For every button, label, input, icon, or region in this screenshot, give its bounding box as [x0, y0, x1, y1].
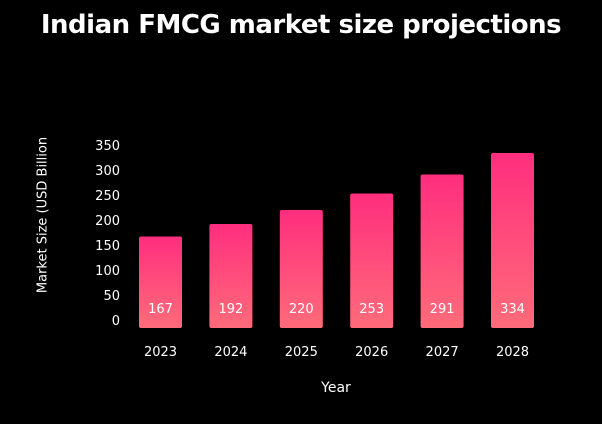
bar-value-label: 334 [500, 302, 525, 317]
bar-value-label: 291 [430, 302, 455, 317]
chart-title: Indian FMCG market size projections [40, 10, 562, 40]
bar [139, 236, 182, 328]
x-tick-label: 2025 [285, 345, 318, 360]
bars: 167 192 220 253 291 334 [139, 153, 534, 328]
bar-value-label: 253 [359, 302, 384, 317]
bar [279, 210, 323, 328]
y-tick-label: 250 [95, 189, 120, 204]
y-tick-label: 200 [95, 214, 120, 229]
x-tick-label: 2026 [355, 345, 388, 360]
bar-value-label: 220 [289, 302, 314, 317]
bar [209, 224, 253, 328]
x-tick-label: 2027 [426, 345, 459, 360]
bar-value-label: 167 [148, 302, 173, 317]
bar [350, 193, 394, 328]
y-tick-label: 0 [112, 314, 120, 329]
bar [420, 174, 464, 328]
y-tick-label: 50 [103, 289, 120, 304]
x-axis-label: Year [320, 380, 351, 396]
x-tick-label: 2028 [496, 345, 529, 360]
y-axis-ticks: 0 50 100 150 200 250 300 350 [95, 139, 120, 329]
y-tick-label: 350 [95, 139, 120, 154]
y-tick-label: 100 [95, 264, 120, 279]
y-tick-label: 300 [95, 164, 120, 179]
x-axis-ticks: 2023 2024 2025 2026 2027 2028 [144, 345, 529, 360]
x-tick-label: 2024 [214, 345, 247, 360]
bar [491, 153, 534, 328]
y-tick-label: 150 [95, 239, 120, 254]
bar-value-label: 192 [218, 302, 243, 317]
x-tick-label: 2023 [144, 345, 177, 360]
